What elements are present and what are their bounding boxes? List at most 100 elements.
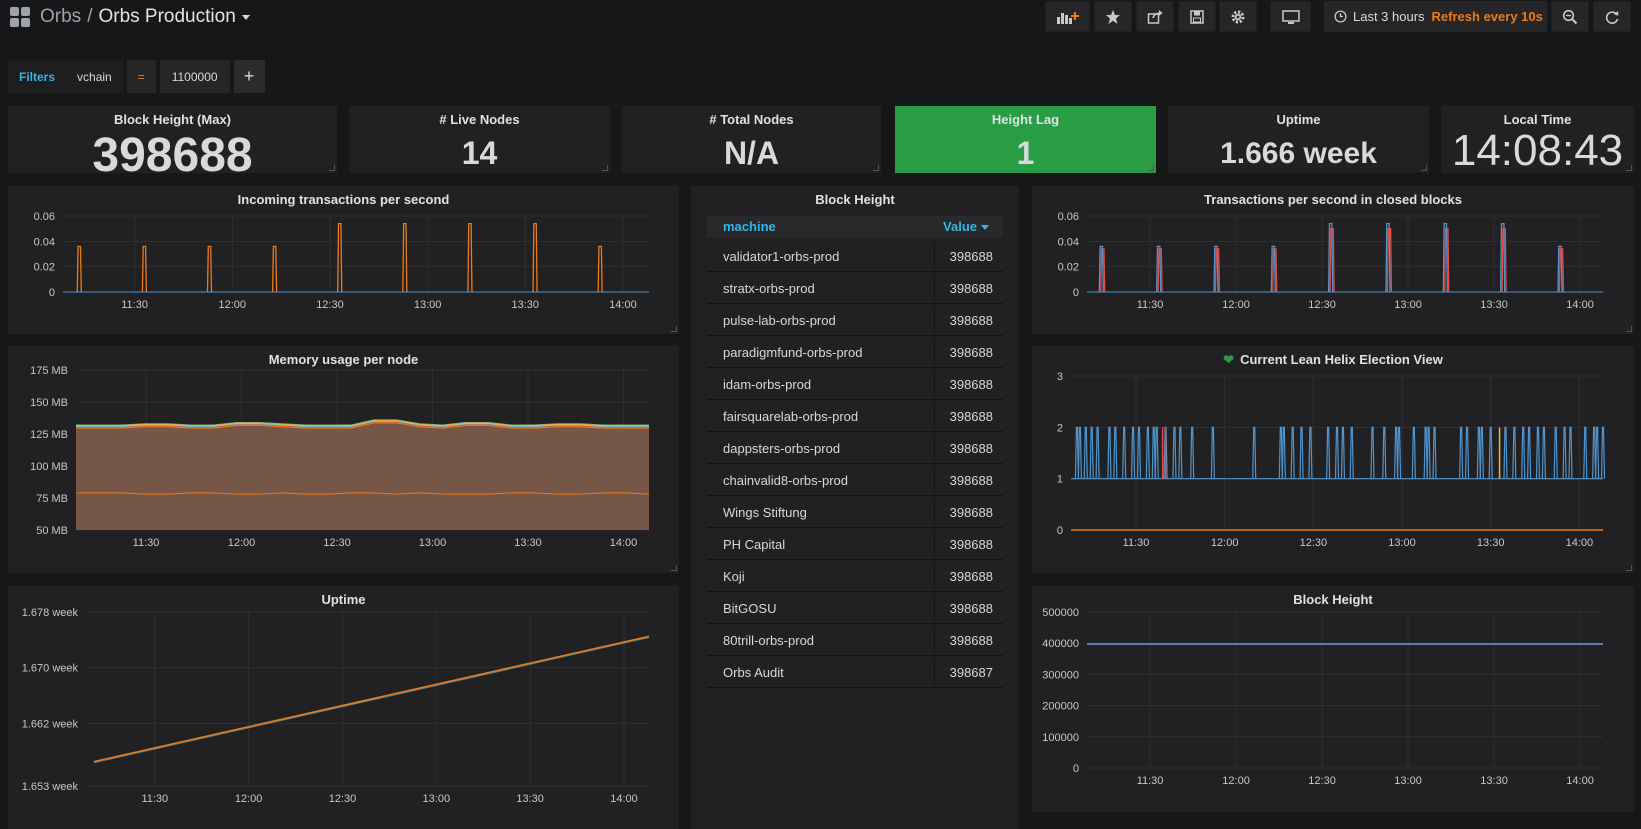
election-spike (1172, 426, 1177, 479)
election-spike (1432, 426, 1437, 479)
x-tick-label: 14:00 (1566, 537, 1594, 549)
graph-panel-uptime[interactable]: Uptime 1.653 week 1.662 week 1.670 week 1.6… (8, 586, 679, 829)
folder-link[interactable]: Orbs (40, 6, 82, 27)
x-tick-label: 13:30 (1477, 537, 1505, 549)
y-tick-label: 1.678 week (22, 607, 79, 619)
x-tick-label: 11:30 (133, 537, 160, 549)
graph-panel-block-height[interactable]: Block Height 0 100000 200000 300000 400000 50… (1032, 586, 1634, 812)
block-height-chart[interactable]: 0 100000 200000 300000 400000 500000 11:30 12:0… (1032, 586, 1634, 812)
y-tick-label: 100000 (1042, 732, 1079, 744)
graph-panel-election-view[interactable]: ❤ Current Lean Helix Election View 0 1 2 3 11… (1032, 346, 1634, 573)
spike-mark (1385, 222, 1391, 293)
resize-handle[interactable] (873, 165, 879, 171)
spike-mark (1386, 228, 1393, 293)
y-tick-label: 175 MB (30, 365, 68, 377)
memory-chart[interactable]: 50 MB 75 MB 100 MB 125 MB 150 MB 175 MB 11:30 1… (8, 346, 679, 573)
election-spike (1592, 426, 1597, 479)
table-row: pulse-lab-orbs-prod 398688 (707, 304, 1003, 336)
election-spike (1130, 426, 1136, 479)
election-spike (1568, 426, 1573, 479)
incoming-tps-chart[interactable]: 0 0.02 0.04 0.06 11:30 12:00 12:30 13:00 13:30 14… (8, 186, 679, 334)
election-spike (1396, 426, 1402, 479)
resize-handle[interactable] (1421, 165, 1427, 171)
panel-title: Uptime (321, 592, 366, 607)
spike-mark (1501, 228, 1507, 293)
stat-panel-total-nodes[interactable]: # Total Nodes N/A (622, 106, 881, 173)
resize-handle[interactable] (671, 565, 677, 571)
x-tick-label: 13:30 (516, 793, 544, 805)
column-header-machine[interactable]: machine (723, 219, 776, 234)
add-filter-button[interactable]: + (233, 60, 265, 93)
settings-button[interactable] (1219, 1, 1257, 32)
election-view-chart[interactable]: 0 1 2 3 11:30 12:00 12:30 13:00 13:30 14:00 (1032, 346, 1634, 573)
resize-handle[interactable] (1626, 565, 1632, 571)
table-header: machine Value (707, 216, 1003, 238)
dashboard-title[interactable]: Orbs Production (98, 6, 236, 27)
resize-handle[interactable] (1148, 165, 1154, 171)
x-tick-label: 13:00 (1388, 537, 1416, 549)
x-tick-label: 13:30 (1480, 775, 1508, 787)
spike-mark (1272, 248, 1278, 293)
stat-value: 398688 (92, 129, 253, 182)
memory-series-line (76, 421, 649, 428)
tv-mode-button[interactable] (1270, 1, 1311, 32)
column-header-value[interactable]: Value (943, 219, 989, 234)
spike-mark (337, 222, 343, 293)
graph-panel-memory[interactable]: Memory usage per node 50 MB 75 MB 100 MB 12… (8, 346, 679, 573)
cell-value: 398687 (949, 665, 993, 680)
x-tick-label: 13:00 (414, 299, 442, 311)
cell-value: 398688 (949, 345, 993, 360)
dashboards-grid-icon[interactable] (10, 7, 30, 27)
stat-panel-live-nodes[interactable]: # Live Nodes 14 (349, 106, 610, 173)
stat-panel-uptime[interactable]: Uptime 1.666 week (1168, 106, 1429, 173)
y-tick-label: 0.02 (34, 262, 55, 274)
cell-machine: Koji (723, 569, 745, 584)
filter-key-vchain[interactable]: vchain (66, 60, 123, 93)
graph-panel-incoming-tps[interactable]: Incoming transactions per second 0 0.02 0.… (8, 186, 679, 334)
resize-handle[interactable] (671, 326, 677, 332)
stat-panel-block-height-max[interactable]: Block Height (Max) 398688 (8, 106, 337, 182)
resize-handle[interactable] (1626, 165, 1632, 171)
stat-panel-local-time[interactable]: Local Time 14:08:43 (1441, 106, 1634, 175)
election-spike (1600, 426, 1606, 479)
table-row: 80trill-orbs-prod 398688 (707, 624, 1003, 656)
y-tick-label: 50 MB (36, 525, 68, 537)
election-spike (1278, 426, 1283, 479)
uptime-chart[interactable]: 1.653 week 1.662 week 1.670 week 1.678 week… (8, 586, 679, 829)
stat-panel-height-lag[interactable]: Height Lag 1 (895, 106, 1156, 173)
resize-handle[interactable] (329, 165, 335, 171)
graph-panel-tps-closed-blocks[interactable]: Transactions per second in closed blocks… (1032, 186, 1634, 334)
table-row: validator1-orbs-prod 398688 (707, 240, 1003, 272)
y-tick-label: 1.670 week (22, 663, 79, 675)
tps-closed-chart[interactable]: 0 0.02 0.04 0.06 11:30 12:00 12:30 13:00 13:30 14… (1032, 186, 1634, 334)
election-spike (1541, 426, 1546, 479)
y-tick-label: 0 (49, 287, 55, 299)
add-panel-button[interactable] (1045, 1, 1090, 32)
breadcrumb: Orbs / Orbs Production (10, 6, 250, 28)
resize-handle[interactable] (1626, 326, 1632, 332)
refresh-button[interactable] (1593, 1, 1631, 32)
election-spike (1382, 426, 1387, 479)
x-tick-label: 12:30 (1308, 775, 1336, 787)
cell-machine: Orbs Audit (723, 665, 784, 680)
save-button[interactable] (1178, 1, 1216, 32)
spike-mark (1329, 228, 1335, 293)
share-button[interactable] (1136, 1, 1174, 32)
star-button[interactable] (1094, 1, 1132, 32)
cell-divider (934, 434, 935, 461)
x-tick-label: 12:00 (1222, 299, 1250, 311)
spike-mark (1214, 248, 1221, 293)
filter-value[interactable]: 1100000 (159, 60, 230, 93)
time-range-picker[interactable]: Last 3 hours Refresh every 10s (1324, 1, 1547, 32)
resize-handle[interactable] (602, 165, 608, 171)
x-tick-label: 14:00 (1566, 299, 1594, 311)
election-spike (1562, 426, 1567, 479)
zoom-out-button[interactable] (1551, 1, 1589, 32)
y-tick-label: 0 (1073, 763, 1079, 775)
filter-operator[interactable]: = (126, 60, 156, 93)
cell-divider (934, 594, 935, 621)
chevron-down-icon[interactable] (241, 14, 250, 20)
save-icon (1190, 9, 1204, 24)
cell-machine: PH Capital (723, 537, 786, 552)
refresh-icon (1605, 10, 1619, 24)
